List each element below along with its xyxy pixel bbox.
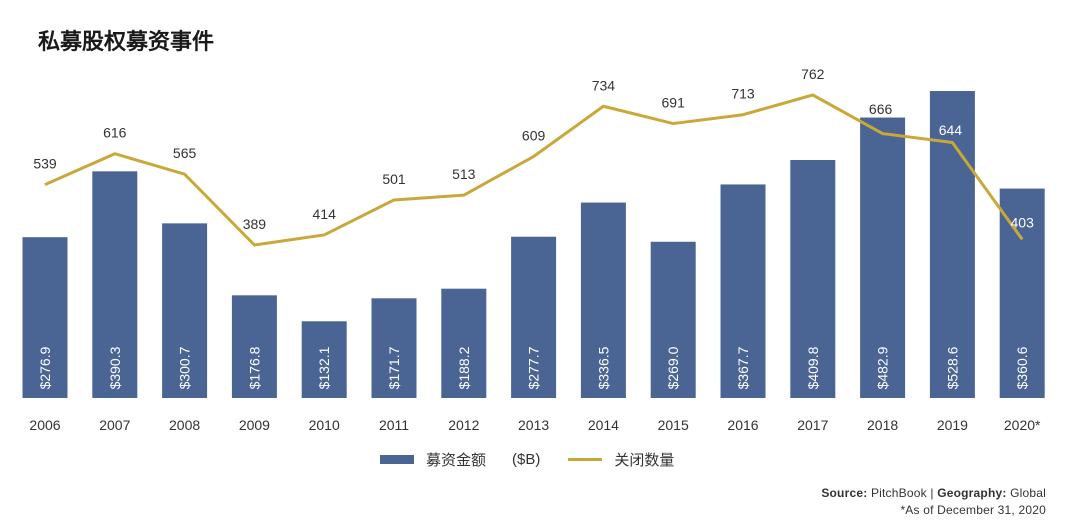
closings-line: [44, 93, 1024, 247]
x-tick-label: 2014: [588, 417, 619, 433]
line-value-label: 565: [173, 145, 197, 161]
source-line: Source: PitchBook | Geography: Global: [821, 485, 1046, 502]
bar-value-label: $409.8: [805, 346, 821, 389]
combo-chart: $276.9 2006 $390.3 2007 $300.7 2008 $176.8 2009…: [22, 66, 1045, 433]
x-tick-label: 2018: [867, 417, 898, 433]
bar-2011: [371, 298, 417, 398]
bar-value-label: $528.6: [944, 346, 960, 389]
bar-2020*: [999, 188, 1045, 398]
geography-key: Geography:: [937, 486, 1007, 500]
bar-value-label: $390.3: [107, 346, 123, 389]
x-tick-label: 2015: [658, 417, 689, 433]
line-value-label: 713: [731, 86, 755, 102]
line-value-label: 609: [522, 128, 546, 144]
source-key: Source:: [821, 486, 868, 500]
bar-value-label: $336.5: [595, 346, 611, 389]
source-value: PitchBook: [870, 486, 927, 500]
x-tick-label: 2009: [239, 417, 270, 433]
x-tick-label: 2019: [937, 417, 968, 433]
legend-line-label: 关闭数量: [614, 452, 675, 469]
line-value-label: 734: [592, 77, 616, 93]
line-value-label: 501: [382, 171, 406, 187]
x-tick-label: 2016: [727, 417, 758, 433]
line-value-label: 389: [243, 216, 267, 232]
x-tick-label: 2006: [29, 417, 60, 433]
line-value-label: 644: [939, 122, 963, 138]
line-value-label: 691: [662, 95, 686, 111]
line-value-label: 414: [313, 206, 337, 222]
bar-2007: [92, 171, 138, 398]
legend-item-line: 关闭数量: [568, 449, 674, 470]
source-note: Source: PitchBook | Geography: Global *A…: [821, 485, 1046, 519]
bar-2017: [790, 159, 836, 398]
bar-2016: [720, 184, 766, 398]
x-tick-label: 2017: [797, 417, 828, 433]
x-tick-label: 2013: [518, 417, 549, 433]
as-of-note: *As of December 31, 2020: [900, 503, 1046, 517]
line-value-label: 616: [103, 125, 127, 141]
bar-value-label: $132.1: [316, 346, 332, 389]
bar-value-label: $188.2: [456, 346, 472, 389]
x-tick-label: 2007: [99, 417, 130, 433]
x-tick-label: 2008: [169, 417, 200, 433]
bar-value-label: $300.7: [177, 346, 193, 389]
bar-value-label: $367.7: [735, 346, 751, 389]
bar-value-label: $360.6: [1014, 346, 1030, 389]
bar-value-label: $277.7: [526, 346, 542, 389]
legend-line-swatch: [568, 458, 603, 461]
source-separator: |: [930, 486, 934, 500]
x-tick-label: 2011: [379, 417, 409, 433]
legend-bar-label: 募资金额: [426, 452, 487, 469]
bar-2014: [580, 202, 626, 398]
x-tick-label: 2010: [309, 417, 340, 433]
legend-bar-swatch: [380, 455, 414, 464]
line-value-label: 513: [452, 166, 476, 182]
line-value-label: 666: [869, 101, 893, 117]
bar-2006: [22, 237, 68, 398]
bar-value-label: $276.9: [37, 346, 53, 389]
bar-2008: [162, 223, 208, 398]
bar-value-label: $171.7: [386, 346, 402, 389]
bar-2018: [860, 117, 906, 398]
chart-legend: 募资金额 ($B) 关闭数量: [380, 449, 674, 470]
line-value-label: 539: [33, 156, 57, 172]
bar-2013: [511, 236, 557, 398]
line-value-label: 762: [801, 66, 825, 82]
x-tick-label: 2020*: [1004, 417, 1041, 433]
bar-2015: [650, 241, 696, 398]
bar-value-label: $269.0: [665, 346, 681, 389]
legend-item-bar: 募资金额: [380, 449, 486, 470]
bar-2009: [231, 295, 277, 398]
bar-2012: [441, 288, 487, 398]
legend-unit: ($B): [512, 451, 541, 468]
bar-value-label: $176.8: [246, 346, 262, 389]
x-tick-label: 2012: [448, 417, 479, 433]
bar-value-label: $482.9: [875, 346, 891, 389]
chart-title: 私募股权募资事件: [38, 29, 215, 54]
bar-2010: [301, 321, 347, 398]
geography-value: Global: [1010, 486, 1046, 500]
line-value-label: 403: [1011, 214, 1035, 230]
